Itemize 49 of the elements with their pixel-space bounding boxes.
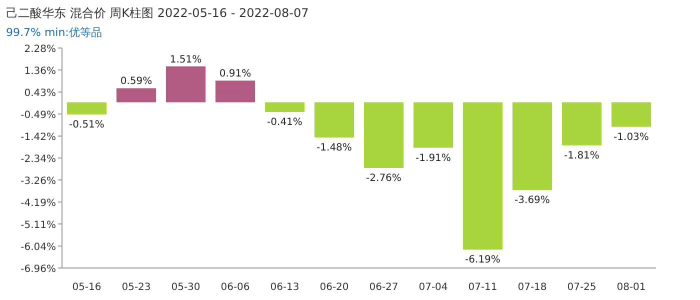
data-label: -6.19% xyxy=(465,254,500,266)
bar xyxy=(215,80,256,102)
x-tick-label: 06-06 xyxy=(220,282,250,293)
bar xyxy=(66,102,107,114)
bar xyxy=(512,102,552,190)
bar xyxy=(314,102,354,138)
x-tick-label: 05-23 xyxy=(122,282,151,293)
y-tick-label: 2.28% xyxy=(24,44,56,55)
bar xyxy=(116,88,156,102)
y-tick-label: 0.43% xyxy=(24,88,56,100)
data-label: -0.51% xyxy=(69,119,104,130)
data-label: -1.03% xyxy=(614,132,649,143)
x-tick-label: 06-20 xyxy=(320,282,349,293)
y-tick-label: -0.49% xyxy=(20,110,56,121)
bar xyxy=(562,102,602,146)
x-tick-label: 07-25 xyxy=(567,282,596,293)
y-tick-label: -5.11% xyxy=(20,220,56,231)
chart-title: 己二酸华东 混合价 周K柱图 2022-05-16 - 2022-08-07 xyxy=(6,6,309,20)
data-label: -0.41% xyxy=(267,117,302,128)
bar xyxy=(264,102,305,112)
y-tick-label: -3.26% xyxy=(20,176,56,187)
x-tick-label: 07-18 xyxy=(518,282,547,293)
y-tick-label: -6.96% xyxy=(20,264,56,275)
chart-subtitle: 99.7% min:优等品 xyxy=(6,26,102,39)
bar xyxy=(166,66,206,102)
y-tick-label: -6.04% xyxy=(20,242,56,254)
x-tick-label: 05-16 xyxy=(72,282,102,293)
data-label: -2.76% xyxy=(366,173,402,184)
bar xyxy=(413,102,454,148)
x-tick-label: 05-30 xyxy=(171,282,200,293)
y-tick-label: -1.42% xyxy=(20,132,56,144)
y-tick-label: -4.19% xyxy=(20,198,56,210)
x-tick-label: 07-11 xyxy=(468,282,498,293)
data-label: 0.59% xyxy=(120,76,152,88)
data-label: 0.91% xyxy=(219,68,252,80)
data-label: -1.48% xyxy=(316,142,352,154)
x-tick-label: 06-13 xyxy=(270,282,300,293)
data-label: -1.81% xyxy=(564,150,600,162)
x-tick-label: 07-04 xyxy=(418,282,448,293)
data-label: -1.91% xyxy=(416,152,451,164)
x-tick-label: 06-27 xyxy=(369,282,398,293)
data-label: 1.51% xyxy=(170,54,202,66)
y-tick-label: 1.36% xyxy=(24,66,56,77)
y-tick-label: -2.34% xyxy=(20,154,56,165)
data-label: -3.69% xyxy=(514,195,550,206)
bar xyxy=(364,102,404,168)
bar xyxy=(611,102,652,127)
bar xyxy=(462,102,503,250)
x-tick-label: 08-01 xyxy=(616,282,646,293)
